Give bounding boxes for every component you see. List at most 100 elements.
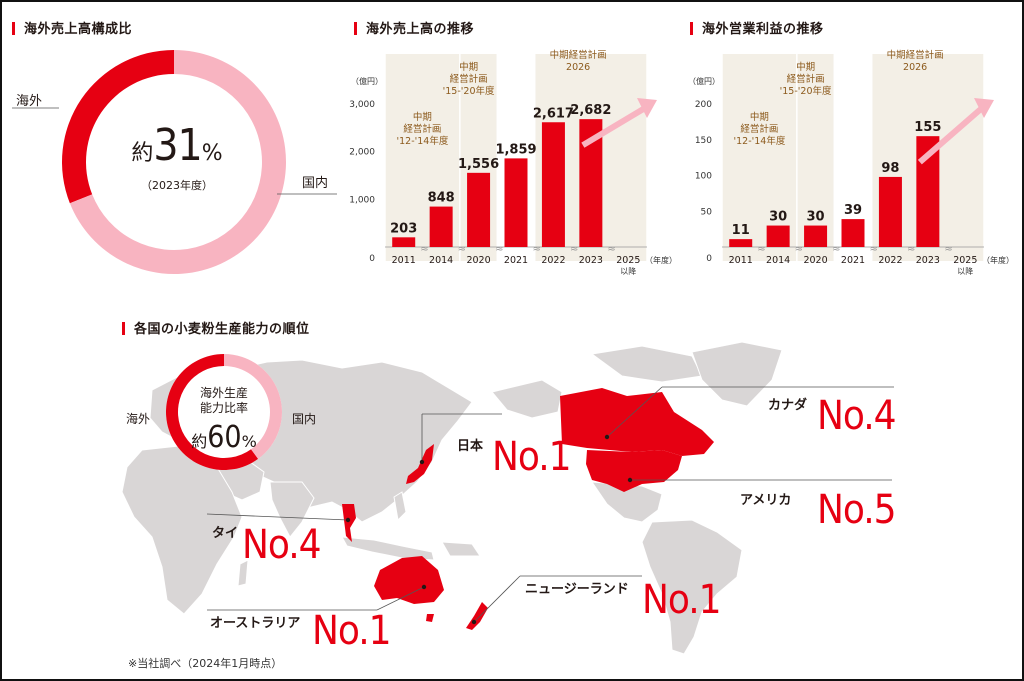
growth-arrow-head bbox=[974, 98, 994, 118]
ratio-title: 海外生産 能力比率 bbox=[199, 386, 248, 415]
plan-label-line: 中期経営計画 bbox=[550, 49, 607, 61]
rank-canada-value: No.4 bbox=[817, 393, 897, 439]
tasmania-shape bbox=[426, 614, 434, 622]
bar-2022 bbox=[878, 176, 902, 247]
title-marker bbox=[354, 22, 357, 35]
australia-shape bbox=[374, 556, 444, 604]
indonesia-shape bbox=[341, 536, 435, 561]
greenland-shape bbox=[691, 341, 783, 407]
x-tick-label: 2022 bbox=[878, 255, 902, 266]
unit-label: （億円） bbox=[351, 76, 383, 86]
axis-break: ≈ bbox=[795, 244, 803, 255]
label-domestic: 国内 bbox=[302, 176, 329, 191]
ratio-unit: % bbox=[241, 432, 257, 451]
title-text: 海外売上高構成比 bbox=[24, 22, 133, 37]
year-unit-label: （年度） bbox=[645, 255, 677, 265]
unit-label: （億円） bbox=[688, 76, 720, 86]
plan-label-line: 中期経営計画 bbox=[887, 49, 944, 61]
y-tick-label: 1,000 bbox=[349, 195, 375, 205]
bar-2021 bbox=[504, 158, 528, 247]
x-tick-label: 2025 bbox=[953, 255, 977, 266]
growth-arrow-shaft bbox=[917, 105, 984, 165]
x-tick-label: 2021 bbox=[504, 255, 528, 266]
donut-center: 約31% bbox=[112, 120, 242, 171]
rank-usa-country: アメリカ bbox=[740, 493, 792, 508]
india-shape bbox=[269, 481, 315, 538]
canada-leader bbox=[606, 386, 663, 438]
y-tick-label: 0 bbox=[369, 254, 375, 264]
usa-shape bbox=[586, 450, 682, 492]
rank-nz-value: No.1 bbox=[642, 577, 722, 623]
plan-label-line: 中期 bbox=[459, 61, 478, 73]
y-tick-label: 150 bbox=[695, 136, 712, 146]
axis-break: ≈ bbox=[907, 244, 915, 255]
rank-usa-value: No.5 bbox=[817, 487, 897, 533]
x-tick-label: 2011 bbox=[729, 255, 753, 266]
axis-break: ≈ bbox=[607, 244, 615, 255]
axis-break: ≈ bbox=[458, 244, 466, 255]
x-tick-label: 2011 bbox=[392, 255, 416, 266]
bar-value-label: 155 bbox=[914, 120, 941, 135]
overseas-sales-trend-title: 海外売上高の推移 bbox=[354, 18, 474, 37]
thai-leader bbox=[206, 513, 349, 521]
center-value: 31 bbox=[153, 120, 202, 171]
rank-japan-value: No.1 bbox=[492, 434, 572, 480]
x-tick-label: 2023 bbox=[579, 255, 603, 266]
label-overseas: 海外 bbox=[16, 94, 43, 109]
ratio-label-domestic: 国内 bbox=[292, 412, 317, 426]
south-america-shape bbox=[641, 519, 743, 655]
center-year: （2023年度） bbox=[141, 179, 213, 192]
bar-value-label: 2,682 bbox=[570, 103, 611, 118]
center-unit: % bbox=[201, 141, 223, 166]
plan-label-line: 中期 bbox=[413, 111, 432, 123]
x-tick-label: 2020 bbox=[803, 255, 827, 266]
world-map bbox=[121, 341, 894, 655]
new-zealand-shape bbox=[466, 602, 488, 630]
plan-label-line: 経営計画 bbox=[403, 123, 441, 135]
plan-label-line: 2026 bbox=[903, 62, 927, 73]
ranked-countries bbox=[342, 388, 714, 630]
bar-2014 bbox=[766, 225, 790, 247]
bar-2022 bbox=[541, 122, 565, 247]
plan-label: 中期経営計画'15-'20年度 bbox=[780, 61, 832, 97]
thailand-shape bbox=[342, 504, 356, 542]
alaska-shape bbox=[491, 379, 563, 419]
rank-canada-country: カナダ bbox=[768, 398, 808, 413]
plan-label-line: '12-'14年度 bbox=[734, 135, 786, 147]
y-tick-label: 0 bbox=[706, 254, 712, 264]
axis-break: ≈ bbox=[420, 244, 428, 255]
bar-value-label: 1,556 bbox=[458, 157, 499, 172]
axis-break: ≈ bbox=[944, 244, 952, 255]
overseas-sales-ratio-title: 海外売上高構成比 bbox=[12, 18, 132, 37]
arctic-islands-shape bbox=[590, 345, 703, 383]
plan-label-line: 2026 bbox=[566, 62, 590, 73]
australia-leader bbox=[376, 586, 425, 611]
plan-label-line: 経営計画 bbox=[740, 123, 778, 135]
bar-value-label: 98 bbox=[881, 161, 899, 176]
later-label: 以降 bbox=[957, 266, 973, 276]
rank-nz-country: ニュージーランド bbox=[525, 582, 629, 597]
later-label: 以降 bbox=[620, 266, 636, 276]
x-tick-label: 2021 bbox=[841, 255, 865, 266]
bar-2014 bbox=[429, 206, 453, 247]
donut-segment-overseas bbox=[61, 50, 174, 204]
bar-value-label: 39 bbox=[844, 203, 862, 218]
new-guinea-shape bbox=[441, 541, 481, 557]
bar-value-label: 30 bbox=[807, 210, 825, 225]
growth-arrow-head bbox=[637, 98, 657, 118]
plan-label-line: 中期 bbox=[750, 111, 769, 123]
axis-break: ≈ bbox=[870, 244, 878, 255]
plan-label-line: '12-'14年度 bbox=[397, 135, 449, 147]
axis-break: ≈ bbox=[757, 244, 765, 255]
plan-label-line: '15-'20年度 bbox=[780, 85, 832, 97]
axis-break: ≈ bbox=[495, 244, 503, 255]
leader-dots bbox=[345, 434, 633, 625]
bar-2020 bbox=[804, 225, 828, 247]
ratio-value: 60 bbox=[207, 420, 242, 455]
overseas-sales-donut bbox=[12, 50, 337, 274]
bar-2011 bbox=[392, 237, 416, 247]
rank-australia-value: No.1 bbox=[312, 608, 392, 654]
axis-break: ≈ bbox=[832, 244, 840, 255]
